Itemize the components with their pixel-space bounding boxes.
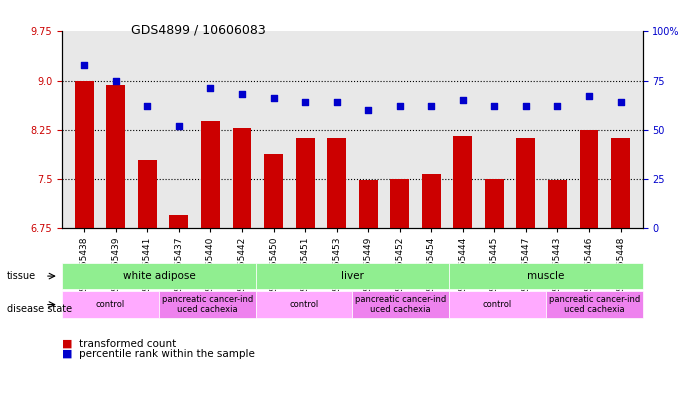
Point bbox=[173, 123, 184, 129]
Bar bbox=[75, 81, 94, 393]
Point bbox=[300, 99, 311, 105]
Bar bbox=[485, 179, 504, 393]
Text: pancreatic cancer-ind
uced cachexia: pancreatic cancer-ind uced cachexia bbox=[355, 295, 446, 314]
Text: pancreatic cancer-ind
uced cachexia: pancreatic cancer-ind uced cachexia bbox=[162, 295, 253, 314]
Bar bbox=[201, 121, 220, 393]
Text: pancreatic cancer-ind
uced cachexia: pancreatic cancer-ind uced cachexia bbox=[549, 295, 640, 314]
Bar bbox=[390, 179, 409, 393]
Point bbox=[489, 103, 500, 109]
Text: disease state: disease state bbox=[7, 303, 72, 314]
Point bbox=[426, 103, 437, 109]
Text: muscle: muscle bbox=[527, 271, 565, 281]
Bar bbox=[296, 138, 314, 393]
Point bbox=[363, 107, 374, 113]
Point bbox=[583, 93, 594, 99]
Text: ■: ■ bbox=[62, 349, 73, 359]
Bar bbox=[422, 174, 441, 393]
Point bbox=[457, 97, 468, 103]
Point bbox=[268, 95, 279, 101]
Bar bbox=[233, 128, 252, 393]
Bar bbox=[327, 138, 346, 393]
Text: control: control bbox=[483, 300, 512, 309]
Text: control: control bbox=[290, 300, 319, 309]
Text: control: control bbox=[96, 300, 125, 309]
Bar bbox=[611, 138, 630, 393]
Point bbox=[394, 103, 405, 109]
Text: tissue: tissue bbox=[7, 271, 36, 281]
Point bbox=[111, 77, 122, 84]
Point bbox=[205, 85, 216, 92]
Point bbox=[520, 103, 531, 109]
Point bbox=[142, 103, 153, 109]
Text: transformed count: transformed count bbox=[79, 339, 177, 349]
Bar bbox=[264, 154, 283, 393]
Text: ■: ■ bbox=[62, 339, 73, 349]
Bar bbox=[359, 180, 378, 393]
Point bbox=[79, 62, 90, 68]
Point bbox=[552, 103, 563, 109]
Bar bbox=[106, 85, 125, 393]
Bar bbox=[516, 138, 536, 393]
Bar bbox=[548, 180, 567, 393]
Text: percentile rank within the sample: percentile rank within the sample bbox=[79, 349, 256, 359]
Bar bbox=[169, 215, 189, 393]
Text: GDS4899 / 10606083: GDS4899 / 10606083 bbox=[131, 24, 266, 37]
Text: liver: liver bbox=[341, 271, 364, 281]
Bar bbox=[138, 160, 157, 393]
Point bbox=[236, 91, 247, 97]
Bar bbox=[580, 130, 598, 393]
Point bbox=[331, 99, 342, 105]
Point bbox=[615, 99, 626, 105]
Bar bbox=[453, 136, 472, 393]
Text: white adipose: white adipose bbox=[122, 271, 196, 281]
